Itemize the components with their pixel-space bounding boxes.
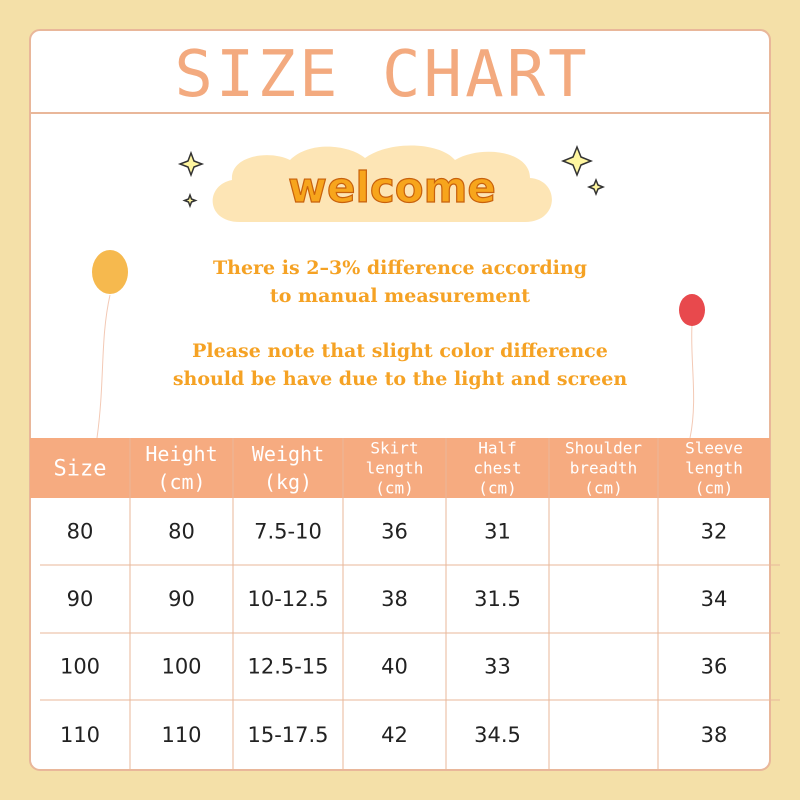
column-header: length (685, 459, 743, 478)
table-cell: 110 (60, 723, 100, 747)
table-cell: 40 (381, 655, 408, 679)
table-cell: 110 (161, 723, 201, 747)
sparkles (177, 144, 606, 209)
balloon-string (689, 324, 695, 439)
balloon (679, 294, 705, 326)
column-header: Sleeve (685, 439, 743, 458)
table-cell: 38 (701, 723, 728, 747)
column-header: Height (145, 442, 217, 466)
table-cell: 12.5-15 (247, 655, 328, 679)
note-line: should be have due to the light and scre… (173, 368, 628, 390)
column-header: Weight (252, 442, 324, 466)
table-cell: 80 (168, 520, 195, 544)
column-header: (cm) (375, 479, 414, 498)
table-cell: 31 (484, 520, 511, 544)
table-cell: 31.5 (474, 587, 521, 611)
column-header: length (366, 459, 424, 478)
table-cell: 36 (381, 520, 408, 544)
table-header (30, 438, 770, 498)
column-header: chest (473, 459, 521, 478)
column-header: Half (478, 439, 517, 458)
column-header: Skirt (370, 439, 418, 458)
table-cell: 42 (381, 723, 408, 747)
table-cell: 90 (67, 587, 94, 611)
column-header: Size (54, 457, 107, 482)
welcome-cloud (212, 145, 552, 222)
card (29, 29, 771, 771)
column-header: (kg) (264, 470, 312, 494)
column-header: breadth (570, 459, 637, 478)
balloon-string (96, 294, 111, 439)
table-cell: 36 (701, 655, 728, 679)
table-cell: 15-17.5 (247, 723, 328, 747)
table-cell: 90 (168, 587, 195, 611)
table-cell: 100 (161, 655, 201, 679)
column-header: Shoulder (565, 439, 642, 458)
column-header: (cm) (584, 479, 623, 498)
table-cell: 38 (381, 587, 408, 611)
note-line: There is 2–3% difference according (213, 257, 587, 279)
table-cell: 32 (701, 520, 728, 544)
note-line: to manual measurement (270, 285, 530, 307)
table-cell: 34.5 (474, 723, 521, 747)
table-cell: 7.5-10 (254, 520, 322, 544)
column-header: (cm) (157, 470, 205, 494)
column-header: (cm) (695, 479, 734, 498)
title: SIZE CHART (174, 38, 589, 112)
column-header: (cm) (478, 479, 517, 498)
table-cell: 33 (484, 655, 511, 679)
table-cell: 80 (67, 520, 94, 544)
table-cell: 34 (701, 587, 728, 611)
welcome-text: welcome (288, 163, 496, 212)
balloon (92, 250, 128, 294)
note-line: Please note that slight color difference (192, 340, 608, 362)
table-cell: 100 (60, 655, 100, 679)
table-cell: 10-12.5 (247, 587, 328, 611)
